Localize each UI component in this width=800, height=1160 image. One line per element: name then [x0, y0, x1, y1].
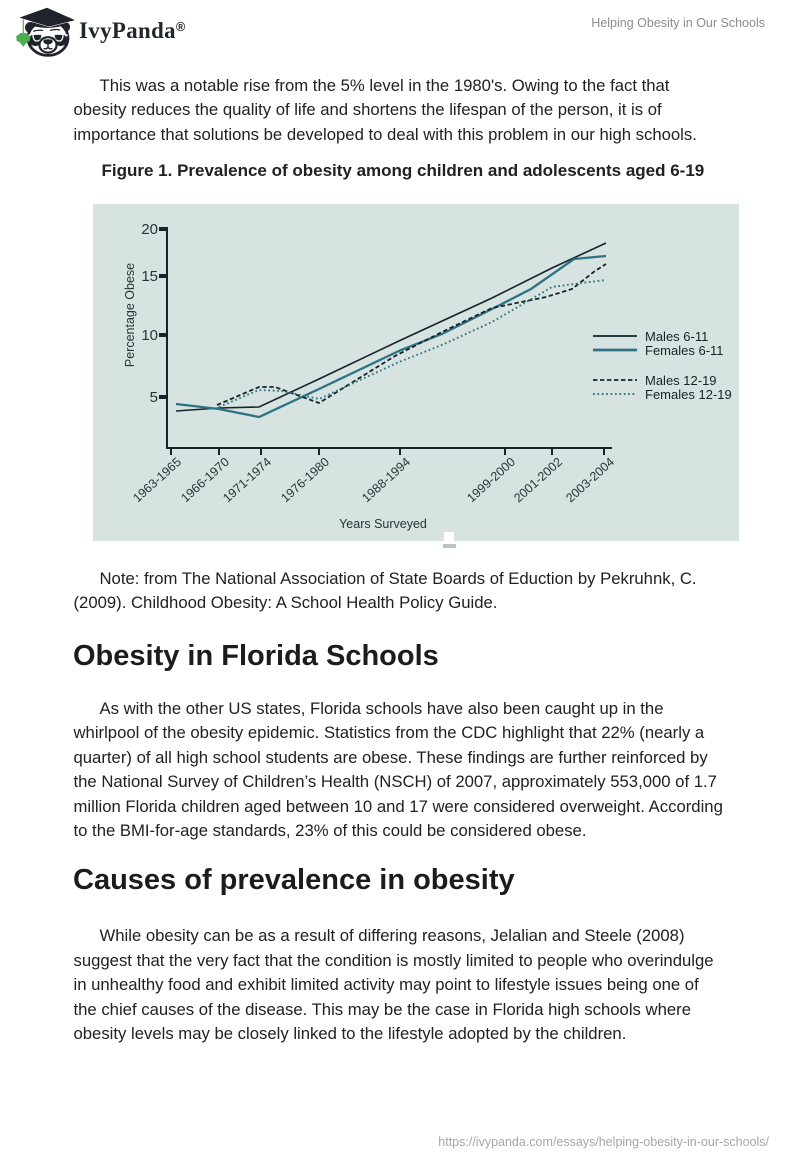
svg-text:Females 12-19: Females 12-19	[645, 387, 732, 402]
svg-text:1963-1965: 1963-1965	[130, 455, 184, 505]
svg-text:Males 12-19: Males 12-19	[645, 373, 717, 388]
svg-text:2001-2002: 2001-2002	[511, 455, 565, 505]
svg-text:2003-2004: 2003-2004	[563, 455, 617, 505]
svg-text:1988-1994: 1988-1994	[359, 455, 413, 505]
svg-text:Females 6-11: Females 6-11	[645, 343, 724, 358]
svg-text:Males 6-11: Males 6-11	[645, 329, 708, 344]
svg-text:15: 15	[141, 268, 158, 285]
svg-text:Percentage Obese: Percentage Obese	[123, 263, 137, 367]
svg-text:5: 5	[150, 389, 158, 406]
svg-text:1999-2000: 1999-2000	[464, 455, 518, 505]
svg-text:20: 20	[141, 221, 158, 238]
svg-text:Years Surveyed: Years Surveyed	[339, 517, 427, 531]
svg-text:1976-1980: 1976-1980	[278, 455, 332, 505]
svg-text:10: 10	[141, 327, 158, 344]
